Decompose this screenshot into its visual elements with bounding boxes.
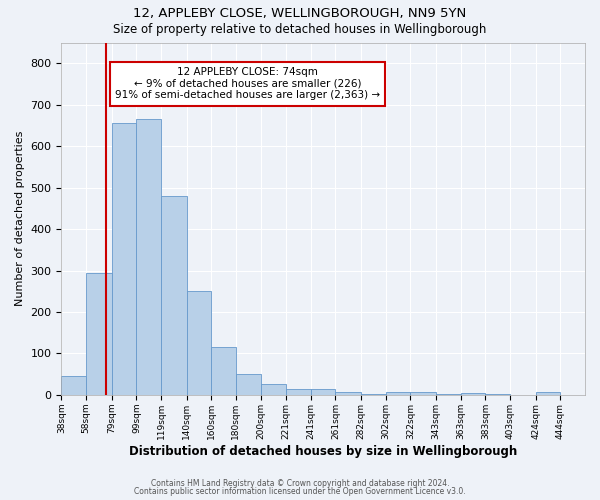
X-axis label: Distribution of detached houses by size in Wellingborough: Distribution of detached houses by size …	[129, 444, 517, 458]
Text: 12, APPLEBY CLOSE, WELLINGBOROUGH, NN9 5YN: 12, APPLEBY CLOSE, WELLINGBOROUGH, NN9 5…	[133, 8, 467, 20]
Bar	[211, 347, 236, 395]
Bar	[311, 389, 335, 395]
Bar	[136, 119, 161, 395]
Bar	[86, 272, 112, 395]
Bar	[461, 393, 485, 395]
Text: Contains HM Land Registry data © Crown copyright and database right 2024.: Contains HM Land Registry data © Crown c…	[151, 478, 449, 488]
Bar	[436, 394, 461, 395]
Bar	[485, 394, 510, 395]
Bar	[410, 392, 436, 395]
Bar	[187, 292, 211, 395]
Bar	[286, 388, 311, 395]
Bar	[260, 384, 286, 395]
Bar	[61, 376, 86, 395]
Text: Size of property relative to detached houses in Wellingborough: Size of property relative to detached ho…	[113, 22, 487, 36]
Bar	[335, 392, 361, 395]
Text: 12 APPLEBY CLOSE: 74sqm
← 9% of detached houses are smaller (226)
91% of semi-de: 12 APPLEBY CLOSE: 74sqm ← 9% of detached…	[115, 67, 380, 100]
Y-axis label: Number of detached properties: Number of detached properties	[15, 131, 25, 306]
Text: Contains public sector information licensed under the Open Government Licence v3: Contains public sector information licen…	[134, 487, 466, 496]
Bar	[112, 124, 136, 395]
Bar	[386, 392, 410, 395]
Bar	[161, 196, 187, 395]
Bar	[236, 374, 260, 395]
Bar	[536, 392, 560, 395]
Bar	[361, 394, 386, 395]
